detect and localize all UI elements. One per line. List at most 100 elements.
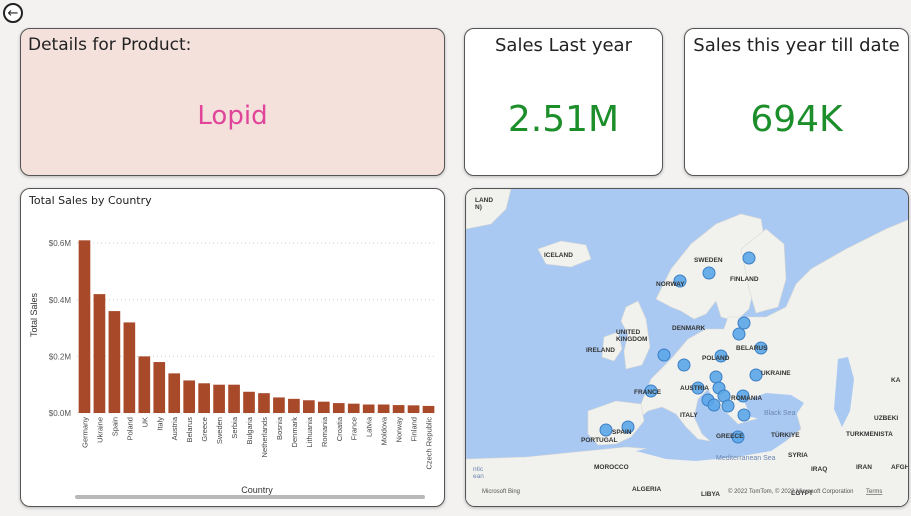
x-tick-label: Italy bbox=[155, 417, 164, 431]
map-marker[interactable] bbox=[621, 420, 635, 434]
bar bbox=[228, 384, 240, 413]
map-marker[interactable] bbox=[599, 423, 613, 437]
map-marker[interactable] bbox=[742, 251, 756, 265]
map-label: AFGHA bbox=[891, 464, 909, 471]
y-tick-label: $0.4M bbox=[49, 296, 72, 305]
map-marker[interactable] bbox=[714, 349, 728, 363]
x-tick-label: France bbox=[350, 417, 359, 440]
x-tick-label: Croatia bbox=[335, 416, 344, 441]
map-marker[interactable] bbox=[732, 327, 746, 341]
map-label: Black Sea bbox=[764, 410, 796, 417]
bar bbox=[183, 380, 196, 413]
bar bbox=[347, 403, 360, 413]
kpi-sales-last-year: Sales Last year 2.51M bbox=[464, 28, 663, 176]
map-label: FRANCE bbox=[634, 389, 662, 396]
map-marker[interactable] bbox=[657, 348, 671, 362]
x-tick-label: Romania bbox=[320, 416, 329, 447]
x-tick-label: UK bbox=[140, 417, 149, 427]
bar bbox=[138, 356, 151, 413]
map-marker[interactable] bbox=[749, 368, 763, 382]
map-label: NORWAY bbox=[656, 281, 685, 288]
map-label: LIBYA bbox=[701, 491, 720, 498]
horizontal-scrollbar[interactable] bbox=[75, 495, 425, 499]
map-terms-link[interactable]: Terms bbox=[866, 489, 882, 495]
kpi-title: Sales Last year bbox=[494, 35, 632, 56]
x-tick-label: Spain bbox=[110, 417, 119, 436]
bar bbox=[153, 362, 166, 413]
x-tick-label: Lithuania bbox=[305, 416, 314, 447]
map-label: ITALY bbox=[680, 412, 698, 419]
map-mediterranean bbox=[636, 439, 786, 461]
bar bbox=[303, 400, 315, 413]
map-label: ntic ean bbox=[473, 466, 484, 480]
product-name: Lopid bbox=[197, 101, 268, 131]
bar bbox=[78, 240, 91, 413]
map-label: TÜRKIYE bbox=[771, 430, 800, 439]
map-label: BELARUS bbox=[736, 345, 768, 352]
map-label: DENMARK bbox=[672, 325, 706, 332]
map-label: POLAND bbox=[702, 355, 730, 362]
x-tick-label: Denmark bbox=[290, 417, 299, 448]
map-label: AUSTRIA bbox=[680, 385, 709, 392]
map-svg[interactable]: LAND N) ICELAND SWEDEN FINLAND NORWAY DENMARK U… bbox=[466, 189, 909, 507]
map-marker[interactable] bbox=[709, 370, 723, 384]
map-marker[interactable] bbox=[731, 430, 745, 444]
sales-map[interactable]: LAND N) ICELAND SWEDEN FINLAND NORWAY DENMARK U… bbox=[465, 188, 909, 507]
bar bbox=[123, 322, 136, 413]
x-axis-label: Country bbox=[241, 485, 273, 495]
y-tick-label: $0.2M bbox=[49, 352, 72, 361]
map-label: SYRIA bbox=[788, 452, 808, 459]
bar bbox=[392, 405, 405, 413]
product-details-card: Details for Product: Lopid bbox=[20, 28, 445, 176]
bar bbox=[243, 391, 255, 413]
x-tick-label: Belarus bbox=[185, 417, 194, 443]
map-marker[interactable] bbox=[644, 384, 658, 398]
map-bing-logo: Microsoft Bing bbox=[482, 489, 520, 495]
map-label: ROMANIA bbox=[731, 395, 762, 402]
x-tick-label: Poland bbox=[125, 417, 134, 440]
x-tick-label: Bulgaria bbox=[245, 416, 254, 444]
x-tick-label: Serbia bbox=[230, 416, 239, 439]
x-tick-label: Austria bbox=[170, 416, 179, 440]
sales-by-country-chart[interactable]: $0.0M $0.2M $0.4M $0.6M Germany Ukraine Spain P… bbox=[20, 188, 445, 507]
map-label: MOROCCO bbox=[594, 464, 629, 471]
bar bbox=[108, 311, 121, 413]
map-label: IRAQ bbox=[811, 466, 827, 473]
map-marker[interactable] bbox=[721, 399, 735, 413]
bar bbox=[407, 405, 420, 413]
x-tick-label: Moldova bbox=[380, 416, 389, 445]
kpi-value: 2.51M bbox=[507, 99, 620, 140]
bar bbox=[93, 294, 106, 413]
map-land-greenland bbox=[466, 189, 512, 230]
bar bbox=[213, 384, 225, 413]
back-arrow-icon[interactable]: ← bbox=[3, 3, 23, 23]
map-label: LAND N) bbox=[475, 197, 493, 211]
bar bbox=[258, 393, 270, 413]
map-marker[interactable] bbox=[737, 316, 751, 330]
map-land-iceland bbox=[537, 240, 592, 268]
map-marker[interactable] bbox=[677, 358, 691, 372]
chart-title: Total Sales by Country bbox=[29, 194, 152, 207]
map-marker[interactable] bbox=[691, 381, 705, 395]
map-labels: LAND N) ICELAND SWEDEN FINLAND NORWAY DENMARK U… bbox=[473, 197, 909, 498]
map-land-britain bbox=[620, 300, 651, 370]
map-caspian-sea bbox=[834, 357, 854, 427]
x-tick-label: Sweden bbox=[215, 417, 224, 444]
map-label: UZBEKI bbox=[874, 415, 898, 422]
bar bbox=[273, 397, 285, 413]
map-land-ireland bbox=[601, 331, 623, 362]
map-label: PORTUGAL bbox=[581, 437, 618, 444]
x-tick-label: Finland bbox=[410, 417, 419, 442]
map-marker[interactable] bbox=[707, 398, 721, 412]
map-marker[interactable] bbox=[702, 266, 716, 280]
map-marker[interactable] bbox=[673, 274, 687, 288]
y-tick-label: $0.0M bbox=[49, 409, 72, 418]
map-marker[interactable] bbox=[754, 341, 768, 355]
map-label: TURKMENISTA bbox=[846, 431, 893, 438]
map-marker[interactable] bbox=[736, 389, 750, 403]
map-marker[interactable] bbox=[737, 408, 751, 422]
map-label: FINLAND bbox=[730, 276, 759, 283]
x-tick-label: Ukraine bbox=[95, 417, 104, 443]
kpi-title: Sales this year till date bbox=[693, 35, 900, 56]
bar bbox=[332, 403, 345, 413]
